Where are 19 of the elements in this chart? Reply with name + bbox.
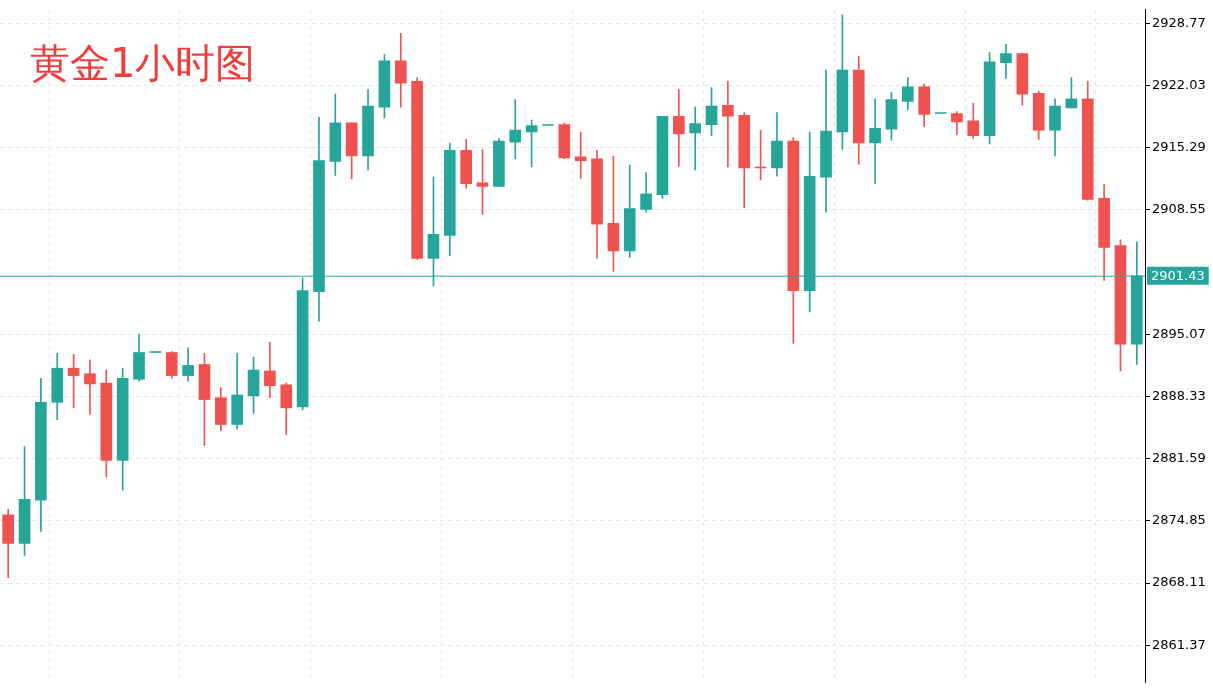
ref-line-label: 2901.43 (1151, 268, 1205, 284)
candlestick (722, 80, 734, 168)
candlestick (84, 359, 96, 415)
text: 黄金1小时图 (30, 39, 256, 88)
y-tick-label: 2888.33 (1152, 387, 1206, 403)
candlestick (574, 131, 587, 179)
y-tick-label: 2922.03 (1152, 76, 1206, 92)
candlestick (869, 98, 881, 184)
y-tick-label: 2868.11 (1152, 574, 1206, 590)
y-tick-label: 2928.77 (1152, 14, 1206, 30)
candlestick (509, 99, 522, 160)
candlestick (689, 106, 702, 171)
y-tick-label: 2874.85 (1152, 512, 1206, 528)
y-tick-label: 2861.37 (1152, 636, 1206, 652)
y-tick-label: 2908.55 (1152, 201, 1206, 217)
y-tick-label: 2881.59 (1152, 450, 1206, 466)
candlestick (672, 89, 685, 167)
y-tick-label: 2915.29 (1152, 139, 1206, 155)
y-tick-label: 2895.07 (1152, 325, 1206, 341)
